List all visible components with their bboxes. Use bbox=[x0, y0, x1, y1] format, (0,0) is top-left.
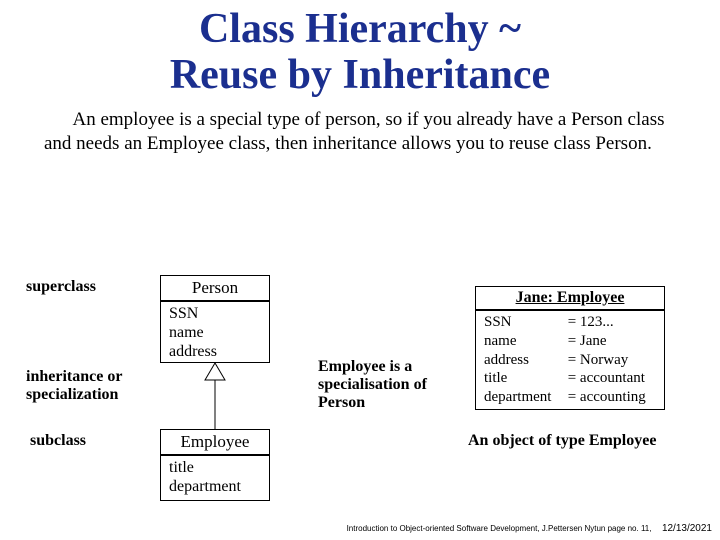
footer-date: 12/13/2021 bbox=[662, 523, 712, 534]
person-attr-1: name bbox=[169, 323, 261, 342]
employee-class-name: Employee bbox=[181, 432, 250, 451]
person-attr-0: SSN bbox=[169, 304, 261, 323]
subclass-label: subclass bbox=[30, 432, 86, 450]
employee-class-attrs-box: title department bbox=[160, 455, 270, 501]
person-class-attrs-box: SSN name address bbox=[160, 301, 270, 363]
object-title-box: Jane: Employee bbox=[475, 286, 665, 310]
obj-r0-k: SSN bbox=[484, 313, 562, 332]
obj-r1-k: name bbox=[484, 332, 562, 351]
footer: Introduction to Object-oriented Software… bbox=[347, 518, 712, 536]
obj-r2-v: = Norway bbox=[568, 351, 656, 370]
superclass-label: superclass bbox=[26, 278, 96, 296]
obj-r4-k: department bbox=[484, 388, 562, 407]
obj-r4-v: = accounting bbox=[568, 388, 656, 407]
employee-attr-1: department bbox=[169, 477, 261, 496]
diagram-area: Person SSN name address Employee title d… bbox=[0, 0, 720, 540]
object-attrs-box: SSN = 123... name = Jane address = Norway t… bbox=[475, 310, 665, 410]
person-class-name-box: Person bbox=[160, 275, 270, 301]
object-grid: SSN = 123... name = Jane address = Norway t… bbox=[484, 313, 656, 407]
footer-text: Introduction to Object-oriented Software… bbox=[347, 524, 652, 533]
obj-r3-v: = accountant bbox=[568, 369, 656, 388]
obj-r2-k: address bbox=[484, 351, 562, 370]
inheritance-label: inheritance or specialization bbox=[26, 368, 146, 404]
person-attr-2: address bbox=[169, 342, 261, 361]
obj-r0-v: = 123... bbox=[568, 313, 656, 332]
inheritance-triangle bbox=[205, 363, 225, 380]
employee-attr-0: title bbox=[169, 458, 261, 477]
middle-note-label: Employee is a specialisation of Person bbox=[318, 358, 438, 412]
obj-r3-k: title bbox=[484, 369, 562, 388]
person-class-name: Person bbox=[192, 278, 238, 297]
inheritance-arrow bbox=[0, 0, 720, 540]
obj-r1-v: = Jane bbox=[568, 332, 656, 351]
object-title: Jane: Employee bbox=[516, 289, 625, 306]
object-caption-label: An object of type Employee bbox=[468, 432, 656, 450]
employee-class-name-box: Employee bbox=[160, 429, 270, 455]
